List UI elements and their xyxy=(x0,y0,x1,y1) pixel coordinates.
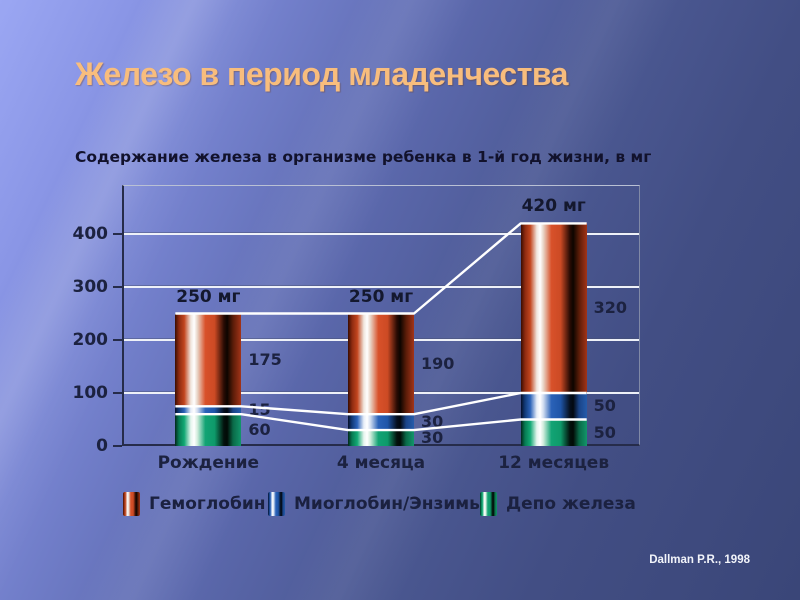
bar-segment xyxy=(520,223,587,393)
legend-item-iron-depot: Депо железа xyxy=(480,491,636,516)
y-axis-tick xyxy=(113,392,122,394)
citation: Dallman P.R., 1998 xyxy=(649,554,750,566)
segment-value-label: 60 xyxy=(248,420,271,440)
segment-value-label: 50 xyxy=(593,396,616,416)
y-axis-tick xyxy=(113,339,122,341)
y-axis-tick xyxy=(113,445,122,447)
segment-value-label: 320 xyxy=(593,298,628,318)
y-axis-label: 100 xyxy=(72,383,109,403)
legend-label: Миоглобин/Энзимы xyxy=(294,493,485,514)
hemoglobin-swatch-icon xyxy=(123,491,140,516)
category-label: 4 месяца xyxy=(336,453,426,473)
bar-total-label: 420 мг xyxy=(521,196,586,217)
bar-segment xyxy=(175,313,242,407)
bar-segment xyxy=(348,313,414,415)
y-axis-label: 0 xyxy=(96,436,108,456)
bar-segment xyxy=(175,406,242,415)
segment-value-label: 190 xyxy=(421,353,455,373)
segment-value-label: 175 xyxy=(248,349,282,369)
bar-segment xyxy=(348,414,414,431)
category-label: Рождение xyxy=(157,453,260,473)
legend-label: Гемоглобин xyxy=(149,493,266,514)
category-label: 12 месяцев xyxy=(498,453,610,473)
y-axis-label: 400 xyxy=(72,224,109,244)
legend-item-hemoglobin: Гемоглобин xyxy=(123,491,265,516)
bar-total-label: 250 мг xyxy=(348,286,414,307)
segment-value-label: 15 xyxy=(248,400,271,420)
slide-title: Железо в период младенчества xyxy=(75,56,568,92)
y-axis-tick xyxy=(113,233,122,235)
y-axis-label: 200 xyxy=(72,330,109,350)
myoglobin-swatch-icon xyxy=(268,491,285,516)
chart-title: Содержание железа в организме ребенка в … xyxy=(75,148,652,166)
iron-depot-swatch-icon xyxy=(480,491,497,516)
legend-label: Депо железа xyxy=(506,493,636,514)
bar-segment xyxy=(175,414,242,446)
bar-segment xyxy=(348,430,414,446)
segment-value-label: 30 xyxy=(421,428,444,448)
legend-item-myoglobin: Миоглобин/Энзимы xyxy=(268,491,485,516)
y-axis-tick xyxy=(113,286,122,288)
segment-value-label: 30 xyxy=(421,412,444,432)
bar-segment xyxy=(520,393,587,420)
bar-total-label: 250 мг xyxy=(176,286,241,307)
y-axis-label: 300 xyxy=(72,277,109,297)
bar-segment xyxy=(520,419,587,446)
segment-value-label: 50 xyxy=(593,422,616,442)
